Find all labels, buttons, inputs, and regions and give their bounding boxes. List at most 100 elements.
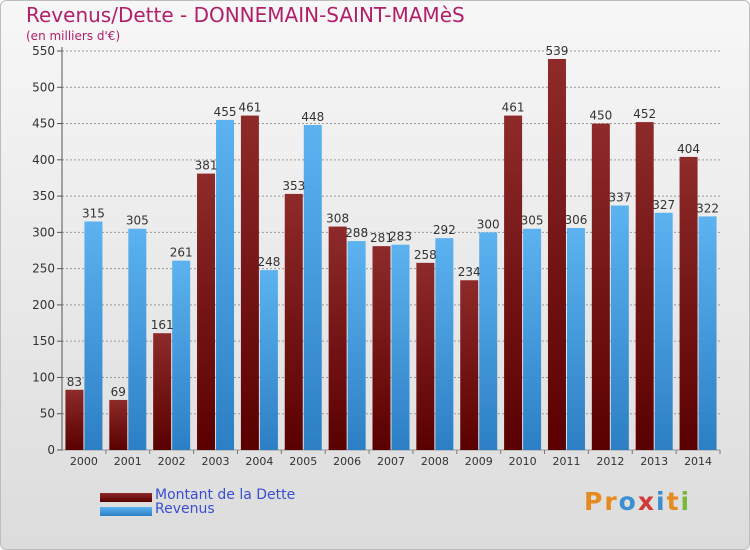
- data-label-revenue: 455: [214, 105, 237, 119]
- data-label-debt: 83: [67, 375, 82, 389]
- bar-debt: [504, 115, 523, 450]
- data-label-revenue: 248: [257, 255, 280, 269]
- x-tick-label: 2010: [509, 455, 537, 468]
- x-tick-label: 2002: [158, 455, 186, 468]
- x-tick-label: 2007: [377, 455, 405, 468]
- bar-debt: [153, 333, 172, 450]
- y-tick-label: 350: [32, 189, 55, 203]
- bar-revenue: [303, 124, 322, 450]
- data-label-revenue: 306: [565, 213, 588, 227]
- x-tick-label: 2014: [684, 455, 712, 468]
- bar-revenue: [435, 238, 454, 450]
- x-tick-label: 2005: [289, 455, 317, 468]
- y-tick-label: 550: [32, 44, 55, 58]
- bar-debt: [679, 156, 698, 450]
- bar-revenue: [84, 221, 103, 450]
- bar-revenue: [610, 205, 629, 450]
- data-label-revenue: 261: [170, 246, 193, 260]
- x-tick-label: 2004: [245, 455, 273, 468]
- logo-letter: i: [656, 487, 667, 516]
- bar-debt: [591, 123, 610, 450]
- y-tick-label: 450: [32, 117, 55, 131]
- y-tick-label: 500: [32, 80, 55, 94]
- bar-revenue: [347, 241, 366, 450]
- data-label-debt: 281: [370, 231, 393, 245]
- x-tick-label: 2011: [552, 455, 580, 468]
- x-tick-label: 2013: [640, 455, 668, 468]
- data-label-revenue: 288: [345, 226, 368, 240]
- bar-debt: [65, 389, 84, 450]
- bar-revenue: [479, 232, 498, 450]
- bar-debt: [460, 280, 479, 450]
- data-label-revenue: 337: [608, 191, 631, 205]
- data-label-revenue: 305: [126, 214, 149, 228]
- proxiti-logo: Proxiti: [584, 487, 691, 516]
- data-label-revenue: 327: [652, 198, 675, 212]
- data-label-debt: 161: [151, 318, 174, 332]
- data-label-debt: 450: [589, 109, 612, 123]
- chart-title: Revenus/Dette - DONNEMAIN-SAINT-MAMèS: [26, 3, 465, 27]
- bar-debt: [284, 193, 303, 450]
- bar-debt: [240, 115, 259, 450]
- legend-swatch-debt: [100, 493, 152, 502]
- logo-letter: i: [680, 487, 692, 516]
- data-label-revenue: 300: [477, 217, 500, 231]
- data-label-debt: 308: [326, 212, 349, 226]
- data-label-debt: 234: [458, 265, 481, 279]
- logo-letter: x: [637, 487, 656, 516]
- bar-revenue: [523, 228, 542, 450]
- bar-debt: [547, 58, 566, 450]
- data-label-debt: 461: [238, 101, 261, 115]
- legend-label-revenue: Revenus: [155, 501, 215, 517]
- data-label-debt: 452: [633, 107, 656, 121]
- bar-revenue: [698, 216, 717, 450]
- data-label-debt: 381: [195, 159, 218, 173]
- legend-label-debt: Montant de la Dette: [155, 487, 296, 503]
- x-tick-label: 2008: [421, 455, 449, 468]
- data-label-revenue: 283: [389, 230, 412, 244]
- data-label-revenue: 305: [521, 214, 544, 228]
- y-tick-label: 150: [32, 334, 55, 348]
- x-tick-label: 2009: [465, 455, 493, 468]
- logo-letter: t: [666, 487, 681, 516]
- bar-debt: [635, 122, 654, 450]
- chart-subtitle: (en milliers d'€): [26, 29, 121, 43]
- data-label-debt: 69: [111, 385, 126, 399]
- bar-revenue: [654, 212, 673, 450]
- data-label-revenue: 322: [696, 201, 719, 215]
- bar-revenue: [259, 270, 278, 450]
- bar-revenue: [172, 260, 191, 450]
- logo-letter: P: [584, 487, 605, 516]
- bar-revenue: [566, 228, 585, 450]
- data-label-debt: 404: [677, 142, 700, 156]
- y-tick-label: 100: [32, 370, 55, 384]
- data-label-revenue: 448: [301, 110, 324, 124]
- data-label-debt: 539: [546, 44, 569, 58]
- data-label-revenue: 315: [82, 206, 105, 220]
- data-label-revenue: 292: [433, 223, 456, 237]
- x-tick-label: 2006: [333, 455, 361, 468]
- bar-revenue: [391, 244, 410, 450]
- data-label-debt: 461: [502, 101, 525, 115]
- bar-debt: [416, 262, 435, 450]
- bar-debt: [197, 173, 216, 451]
- y-tick-label: 300: [32, 225, 55, 239]
- logo-letter: r: [604, 487, 619, 516]
- data-label-debt: 258: [414, 248, 437, 262]
- bar-revenue: [128, 228, 147, 450]
- data-label-debt: 353: [282, 179, 305, 193]
- bar-debt: [372, 246, 391, 450]
- y-tick-label: 400: [32, 153, 55, 167]
- bar-revenue: [216, 119, 235, 450]
- y-tick-label: 250: [32, 262, 55, 276]
- legend-swatch-revenue: [100, 507, 152, 516]
- x-tick-label: 2003: [202, 455, 230, 468]
- y-tick-label: 200: [32, 298, 55, 312]
- x-tick-label: 2001: [114, 455, 142, 468]
- bar-debt: [328, 226, 347, 450]
- x-tick-label: 2000: [70, 455, 98, 468]
- y-tick-label: 0: [47, 443, 55, 457]
- y-tick-label: 50: [40, 407, 55, 421]
- logo-letter: o: [618, 487, 638, 516]
